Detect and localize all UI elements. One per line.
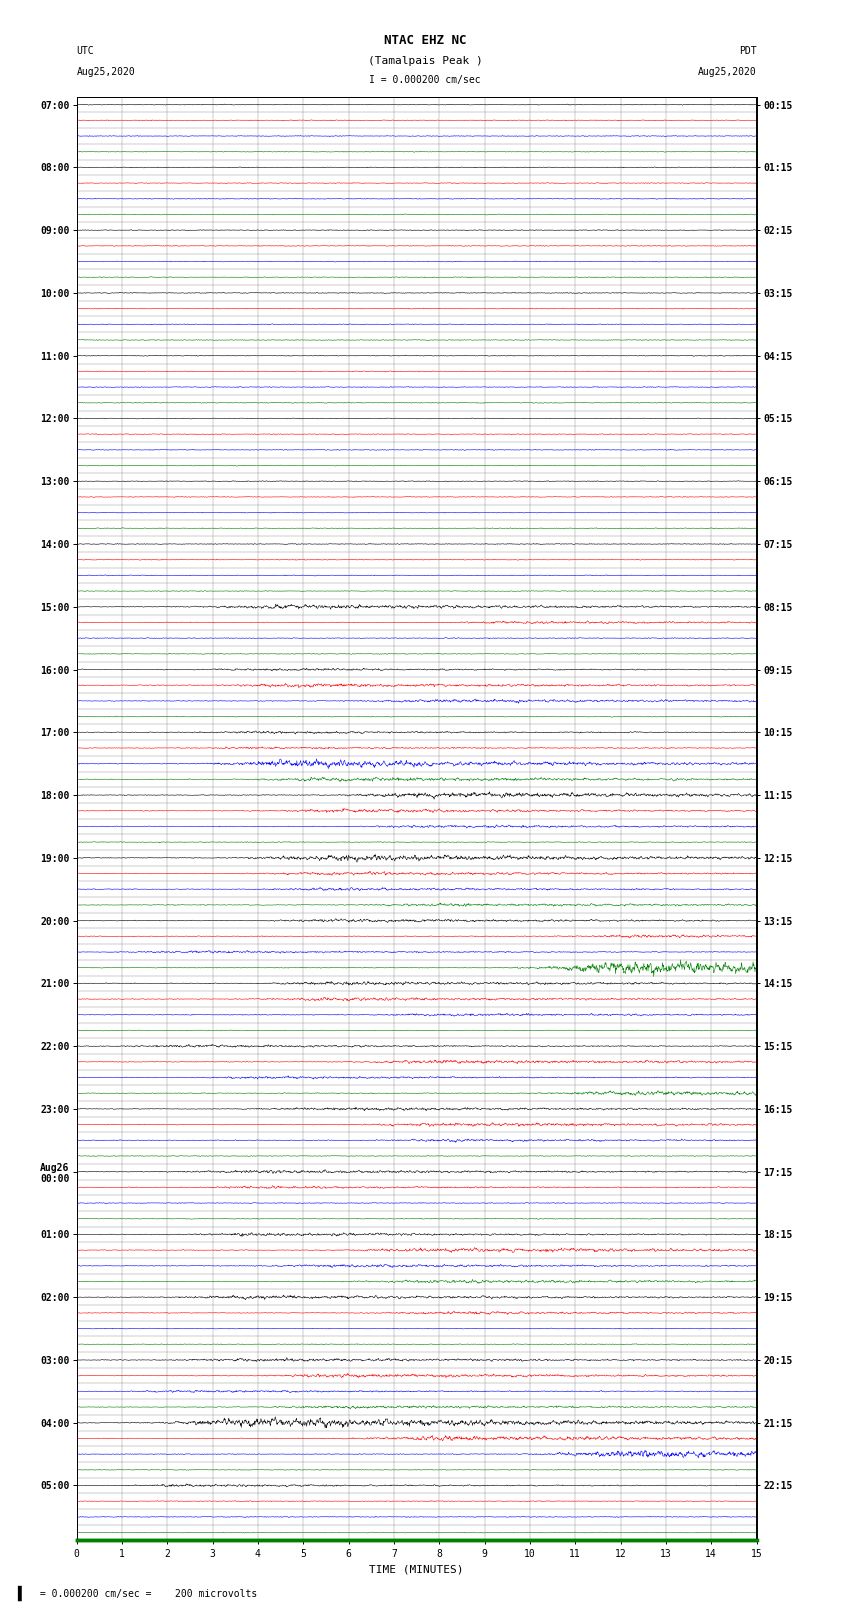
Text: Aug25,2020: Aug25,2020 bbox=[76, 68, 135, 77]
Text: = 0.000200 cm/sec =    200 microvolts: = 0.000200 cm/sec = 200 microvolts bbox=[34, 1589, 258, 1598]
Text: ▌: ▌ bbox=[17, 1586, 25, 1602]
Text: Aug25,2020: Aug25,2020 bbox=[698, 68, 756, 77]
Text: NTAC EHZ NC: NTAC EHZ NC bbox=[383, 34, 467, 47]
Text: I = 0.000200 cm/sec: I = 0.000200 cm/sec bbox=[369, 76, 481, 85]
Text: UTC: UTC bbox=[76, 47, 94, 56]
Text: PDT: PDT bbox=[739, 47, 756, 56]
X-axis label: TIME (MINUTES): TIME (MINUTES) bbox=[369, 1565, 464, 1574]
Text: (Tamalpais Peak ): (Tamalpais Peak ) bbox=[367, 56, 483, 66]
